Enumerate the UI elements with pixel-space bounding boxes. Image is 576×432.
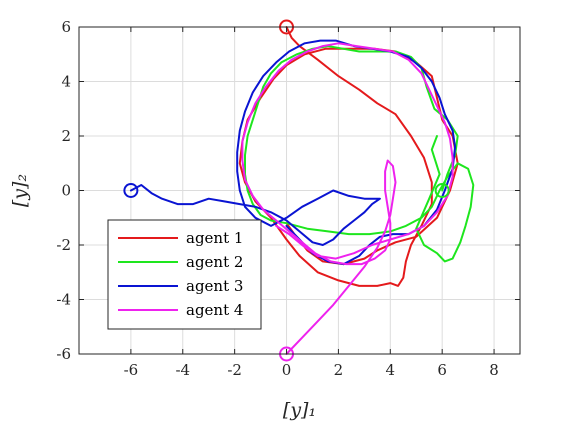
x-tick-label: 0 xyxy=(282,361,292,379)
y-tick-label: 2 xyxy=(61,127,71,145)
legend-label-agent-3: agent 3 xyxy=(186,277,243,295)
y-tick-label: -2 xyxy=(56,236,71,254)
start-marker-2 xyxy=(434,183,450,198)
x-tick-label: -6 xyxy=(124,361,139,379)
x-tick-label: -2 xyxy=(227,361,242,379)
y-tick-label: -4 xyxy=(56,291,71,309)
series-line-agent-2 xyxy=(244,45,475,263)
tick-labels: -6 -4 -2 0 2 4 6 8 -6 -4 -2 0 2 4 6 xyxy=(56,18,498,379)
series-line-agent-4 xyxy=(241,42,454,355)
legend-label-agent-2: agent 2 xyxy=(186,253,243,271)
series-line-agent-1 xyxy=(238,26,459,287)
x-tick-label: 2 xyxy=(334,361,344,379)
legend: agent 1 agent 2 agent 3 agent 4 xyxy=(107,219,262,330)
x-tick-label: -4 xyxy=(175,361,190,379)
x-axis-label: [y]₁ xyxy=(283,399,316,421)
x-tick-label: 4 xyxy=(386,361,396,379)
series-layer xyxy=(129,26,475,355)
legend-label-agent-1: agent 1 xyxy=(186,229,243,247)
y-tick-label: 4 xyxy=(61,73,71,91)
x-tick-label: 6 xyxy=(437,361,447,379)
legend-label-agent-4: agent 4 xyxy=(186,301,243,319)
y-axis-label: [y]₂ xyxy=(9,174,31,207)
y-tick-label: 0 xyxy=(61,182,71,200)
y-tick-label: -6 xyxy=(56,345,71,363)
start-marker-3 xyxy=(123,183,139,198)
x-tick-label: 8 xyxy=(489,361,499,379)
series-line-agent-3 xyxy=(129,39,457,266)
y-tick-label: 6 xyxy=(61,18,71,36)
ticks xyxy=(79,26,520,355)
